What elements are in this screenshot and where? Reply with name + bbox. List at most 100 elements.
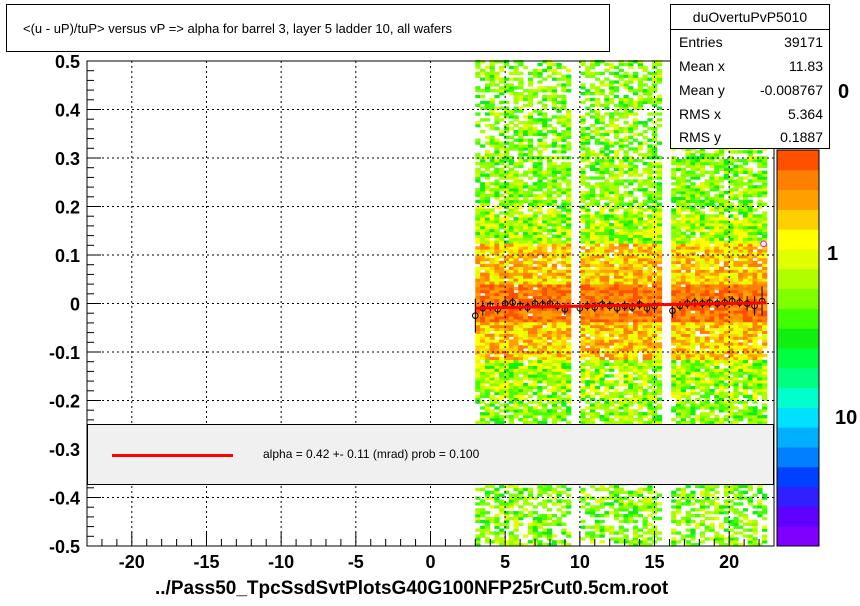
heatmap-cell (618, 321, 624, 326)
heatmap-cell (527, 324, 534, 329)
heatmap-cell (633, 150, 639, 154)
heatmap-cell (504, 188, 510, 192)
heatmap-cell (513, 380, 519, 384)
heatmap-cell (547, 359, 553, 364)
heatmap-cell (594, 153, 600, 157)
heatmap-cell (580, 348, 586, 352)
heatmap-cell (532, 205, 538, 209)
heatmap-cell (623, 295, 629, 299)
heatmap-cell (642, 330, 648, 334)
heatmap-cell (623, 287, 629, 291)
heatmap-cell (537, 202, 543, 206)
heatmap-cell (637, 388, 643, 393)
heatmap-cell (542, 359, 548, 364)
heatmap-cell (484, 537, 491, 541)
heatmap-cell (556, 234, 562, 238)
heatmap-cell (680, 519, 686, 524)
heatmap-cell (623, 150, 629, 154)
heatmap-cell (537, 371, 543, 375)
heatmap-cell (609, 316, 615, 320)
heatmap-cell (590, 324, 596, 329)
heatmap-cell (556, 150, 562, 154)
heatmap-cell (618, 537, 624, 541)
heatmap-cell (618, 397, 624, 401)
heatmap-cell (518, 339, 524, 343)
heatmap-cell (585, 65, 591, 70)
heatmap-cell (480, 391, 486, 396)
heatmap-cell (513, 493, 519, 497)
heatmap-cell (685, 394, 691, 398)
heatmap-cell (633, 377, 639, 381)
heatmap-cell (499, 193, 505, 198)
heatmap-cell (676, 313, 682, 317)
heatmap-cell (561, 327, 567, 331)
heatmap-cell (547, 211, 553, 215)
heatmap-cell (633, 540, 639, 544)
heatmap-cell (671, 319, 677, 323)
heatmap-cell (494, 234, 500, 238)
heatmap-cell (628, 211, 634, 215)
heatmap-cell (618, 356, 624, 361)
heatmap-cell (647, 199, 653, 203)
heatmap-cell (484, 313, 491, 317)
heatmap-cell (518, 278, 524, 282)
heatmap-cell (523, 191, 529, 195)
heatmap-cell (480, 246, 486, 250)
heatmap-cell (499, 339, 505, 343)
heatmap-cell (561, 243, 567, 247)
heatmap-cell (551, 196, 557, 201)
heatmap-cell (671, 272, 677, 276)
heatmap-cell (537, 493, 543, 497)
heatmap-cell (652, 319, 658, 323)
heatmap-cell (542, 522, 548, 526)
heatmap-cell (504, 310, 510, 314)
heatmap-cell (599, 324, 605, 329)
heatmap-cell (489, 77, 495, 81)
heatmap-cell (566, 345, 572, 349)
heatmap-cell (527, 377, 534, 381)
heatmap-cell (489, 415, 495, 419)
heatmap-cell (484, 324, 491, 329)
heatmap-cell (637, 287, 643, 291)
heatmap-cell (676, 246, 682, 250)
heatmap-cell (676, 287, 682, 291)
heatmap-cell (566, 351, 572, 355)
heatmap-cell (484, 234, 491, 238)
heatmap-cell (628, 543, 634, 547)
heatmap-cell (480, 418, 486, 422)
heatmap-cell (633, 214, 639, 218)
heatmap-cell (580, 263, 586, 267)
heatmap-cell (480, 342, 486, 346)
heatmap-cell (499, 391, 505, 396)
heatmap-cell (637, 403, 643, 407)
heatmap-cell (590, 164, 596, 169)
heatmap-cell (494, 385, 500, 390)
heatmap-cell (599, 484, 605, 489)
heatmap-cell (542, 356, 548, 361)
heatmap-cell (561, 385, 567, 390)
heatmap-cell (556, 272, 562, 276)
heatmap-cell (609, 319, 615, 323)
heatmap-cell (566, 141, 572, 145)
heatmap-cell (642, 359, 648, 364)
heatmap-cell (594, 115, 600, 119)
heatmap-cell (613, 257, 620, 262)
heatmap-cell (499, 202, 505, 206)
heatmap-cell (642, 237, 648, 241)
heatmap-cell (499, 223, 505, 227)
heatmap-cell (537, 129, 543, 134)
heatmap-cell (489, 298, 495, 302)
heatmap-cell (656, 214, 663, 218)
heatmap-cell (508, 345, 514, 349)
heatmap-cell (556, 316, 562, 320)
heatmap-cell (623, 516, 629, 521)
heatmap-cell (547, 514, 553, 518)
heatmap-cell (599, 176, 605, 180)
heatmap-cell (676, 420, 682, 425)
heatmap-cell (527, 100, 534, 105)
heatmap-cell (613, 86, 620, 90)
heatmap-cell (513, 217, 519, 221)
heatmap-cell (542, 516, 548, 521)
heatmap-cell (475, 217, 481, 221)
heatmap-cell (542, 260, 548, 265)
